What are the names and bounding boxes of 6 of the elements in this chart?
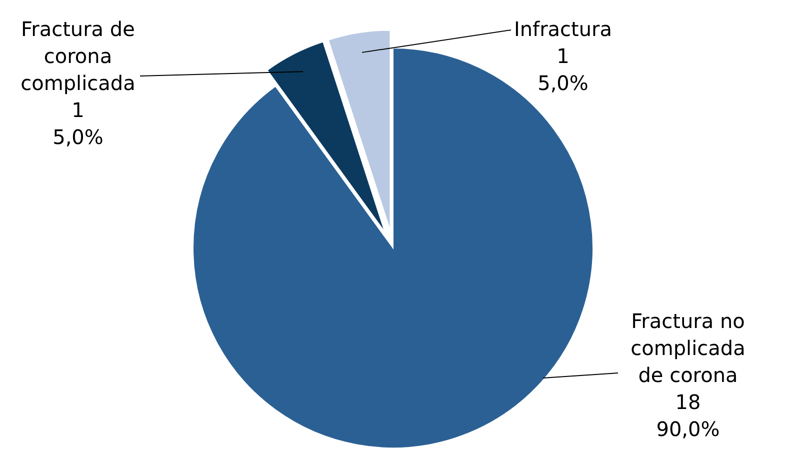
slice-label: Fractura de corona complicada [20,17,136,95]
slice-label: Fractura no complicada de corona [630,309,746,387]
data-label: 1 5,0% [52,98,104,149]
data-label: 18 90,0% [656,390,720,441]
data-label: 1 5,0% [538,44,588,95]
slice-label: Infractura [514,17,612,41]
